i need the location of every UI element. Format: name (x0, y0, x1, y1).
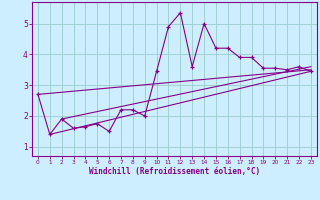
X-axis label: Windchill (Refroidissement éolien,°C): Windchill (Refroidissement éolien,°C) (89, 167, 260, 176)
